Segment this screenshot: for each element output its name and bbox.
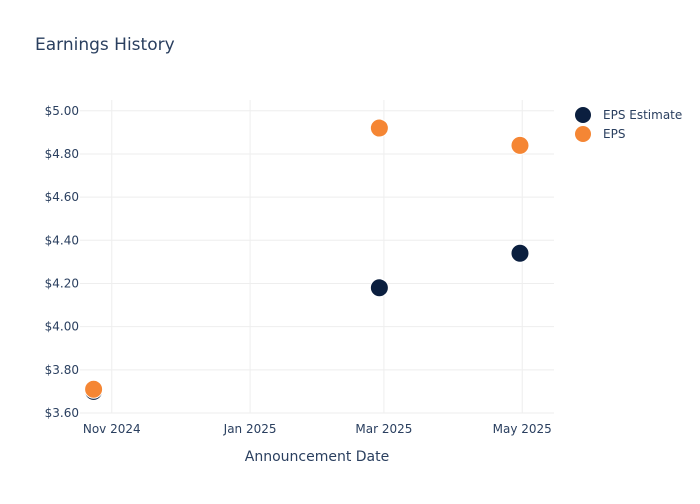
- data-point[interactable]: [84, 379, 104, 399]
- y-tick-label: $4.60: [45, 190, 79, 204]
- x-axis-title: Announcement Date: [245, 449, 389, 465]
- y-tick-label: $5.00: [45, 104, 79, 118]
- grid-layer: [80, 100, 554, 414]
- legend-label: EPS Estimate: [603, 108, 682, 122]
- data-point[interactable]: [369, 118, 389, 138]
- x-tick-label: May 2025: [493, 422, 552, 436]
- x-tick-label: Nov 2024: [83, 422, 141, 436]
- y-tick-label: $3.80: [45, 363, 79, 377]
- y-tick-label: $4.40: [45, 233, 79, 247]
- y-tick-label: $4.20: [45, 276, 79, 290]
- data-point[interactable]: [510, 135, 530, 155]
- x-tick-label: Jan 2025: [223, 422, 277, 436]
- data-point[interactable]: [369, 278, 389, 298]
- points-layer: [84, 118, 530, 401]
- legend-item[interactable]: EPS Estimate: [575, 107, 682, 123]
- legend-marker: [575, 126, 591, 142]
- chart-title: Earnings History: [35, 35, 175, 55]
- legend-label: EPS: [603, 127, 625, 141]
- y-tick-label: $4.00: [45, 320, 79, 334]
- series-eps: [84, 118, 530, 399]
- legend-marker: [575, 107, 591, 123]
- legend[interactable]: EPS Estimate EPS: [575, 107, 682, 142]
- legend-item[interactable]: EPS: [575, 126, 625, 142]
- y-tick-label: $4.80: [45, 147, 79, 161]
- axis-layer: $3.60 $3.80 $4.00 $4.20 $4.40 $4.60 $4.80 $5.00…: [45, 104, 552, 436]
- data-point[interactable]: [510, 243, 530, 263]
- y-tick-label: $3.60: [45, 406, 79, 420]
- x-tick-label: Mar 2025: [355, 422, 412, 436]
